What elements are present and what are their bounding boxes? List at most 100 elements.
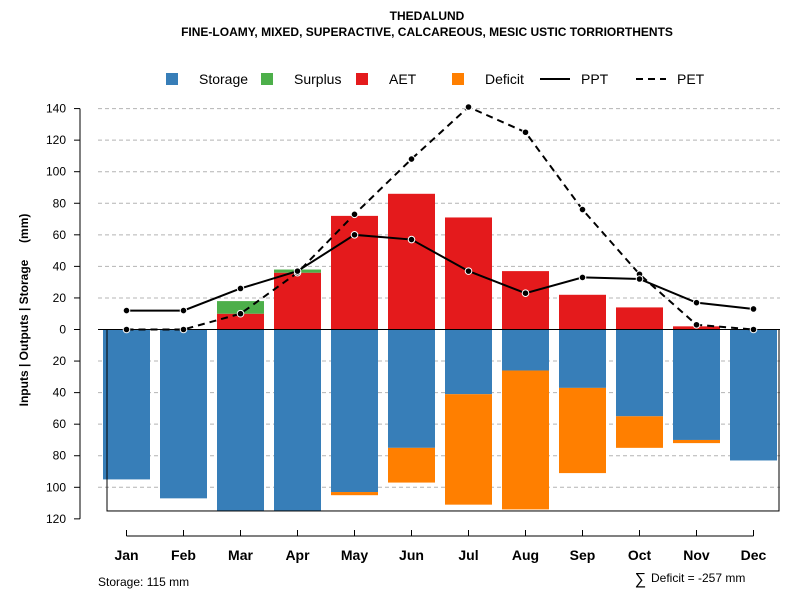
pet-point	[578, 205, 587, 214]
ppt-point	[692, 298, 701, 307]
x-tick-label: Oct	[628, 547, 652, 563]
y-tick-label: 100	[46, 165, 66, 179]
legend: Storage Surplus AET Deficit PPT PET	[166, 71, 705, 87]
storage-bar	[502, 329, 549, 371]
aet-bar	[616, 307, 663, 330]
deficit-bar	[559, 387, 606, 474]
ppt-point	[293, 267, 302, 275]
aet-bar	[217, 313, 264, 330]
storage-bar	[160, 329, 207, 499]
deficit-bar	[388, 447, 435, 483]
legend-surplus-swatch	[261, 73, 273, 85]
pet-point	[692, 320, 701, 329]
y-tick-label: 120	[46, 133, 66, 147]
x-tick-label: Jul	[458, 547, 478, 563]
x-tick-label: Jun	[399, 547, 424, 563]
ppt-point	[407, 235, 416, 244]
ppt-point	[122, 306, 131, 315]
legend-deficit-swatch	[452, 73, 464, 85]
deficit-footnote: Deficit = -257 mm	[651, 571, 745, 585]
pet-point	[749, 325, 758, 334]
deficit-bar	[502, 370, 549, 510]
storage-bar	[217, 329, 264, 511]
plot-frame	[98, 329, 780, 512]
pet-point	[236, 309, 245, 318]
ppt-point	[179, 306, 188, 315]
y-tick-label: 0	[59, 323, 66, 337]
y-tick-label: 60	[53, 228, 67, 242]
x-tick-label: Apr	[285, 547, 310, 563]
pet-point	[350, 210, 359, 219]
pet-line	[126, 105, 754, 331]
x-tick-label: May	[341, 547, 368, 563]
deficit-bar	[616, 416, 663, 448]
ppt-point	[749, 305, 758, 313]
ppt-point	[635, 275, 644, 283]
ppt-point	[464, 267, 473, 275]
chart-titles: THEDALUND FINE-LOAMY, MIXED, SUPERACTIVE…	[181, 9, 673, 39]
x-tick-label: Dec	[741, 547, 767, 563]
surplus-bar	[217, 301, 264, 314]
y-tick-label: 40	[53, 386, 67, 400]
legend-pet-label: PET	[677, 71, 705, 87]
chart-title: THEDALUND	[390, 9, 465, 23]
storage-bar	[616, 329, 663, 417]
x-tick-label: Aug	[512, 547, 539, 563]
y-tick-label: 120	[46, 512, 66, 526]
storage-bar	[331, 329, 378, 493]
aet-bar	[502, 271, 549, 330]
legend-storage-label: Storage	[199, 71, 248, 87]
ppt-point	[578, 273, 587, 282]
y-tick-label: 80	[53, 196, 67, 210]
aet-bar	[388, 193, 435, 330]
deficit-bar	[673, 439, 720, 444]
pet-point	[122, 325, 131, 334]
y-tick-label: 20	[53, 291, 67, 305]
legend-ppt-label: PPT	[581, 71, 609, 87]
pet-point	[179, 325, 188, 334]
legend-surplus-label: Surplus	[294, 71, 341, 87]
ppt-line	[126, 233, 754, 312]
chart-subtitle: FINE-LOAMY, MIXED, SUPERACTIVE, CALCAREO…	[181, 25, 673, 39]
legend-storage-swatch	[166, 73, 178, 85]
lines	[122, 103, 758, 334]
y-tick-label: 80	[53, 449, 67, 463]
y-tick-label: 100	[46, 480, 66, 494]
x-tick-label: Mar	[228, 547, 253, 563]
ppt-point	[350, 231, 359, 239]
y-tick-label: 140	[46, 102, 66, 116]
pet-point	[407, 155, 416, 163]
storage-bar	[274, 329, 321, 511]
deficit-bar	[331, 492, 378, 496]
y-tick-label: 40	[53, 259, 67, 273]
y-tick-label: 60	[53, 417, 67, 431]
ppt-point	[236, 284, 245, 293]
storage-bar	[730, 329, 777, 461]
pet-point	[521, 128, 530, 137]
bars	[103, 193, 777, 511]
storage-bar	[559, 329, 606, 388]
x-tick-label: Sep	[570, 547, 596, 563]
storage-footnote: Storage: 115 mm	[98, 575, 189, 589]
legend-aet-swatch	[356, 73, 368, 85]
y-axis-label: Inputs | Outputs | Storage (mm)	[17, 214, 31, 407]
legend-deficit-label: Deficit	[485, 71, 524, 87]
deficit-bar	[445, 394, 492, 505]
x-tick-label: Nov	[683, 547, 710, 563]
aet-bar	[559, 294, 606, 330]
storage-bar	[388, 329, 435, 448]
ppt-point	[521, 289, 530, 298]
storage-bar	[103, 329, 150, 480]
legend-aet-label: AET	[389, 71, 417, 87]
pet-point	[464, 103, 473, 111]
x-tick-label: Jan	[114, 547, 138, 563]
sigma-symbol: ∑	[635, 571, 646, 588]
y-tick-label: 20	[53, 354, 67, 368]
x-tick-label: Feb	[171, 547, 196, 563]
gridlines	[98, 108, 780, 488]
aet-bar	[274, 272, 321, 330]
storage-bar	[445, 329, 492, 395]
axes: 140 120 100 80 60 40 20 0 20 40 60 80 100 120 Jan Feb Ma…	[46, 102, 767, 563]
storage-bar	[673, 329, 720, 440]
